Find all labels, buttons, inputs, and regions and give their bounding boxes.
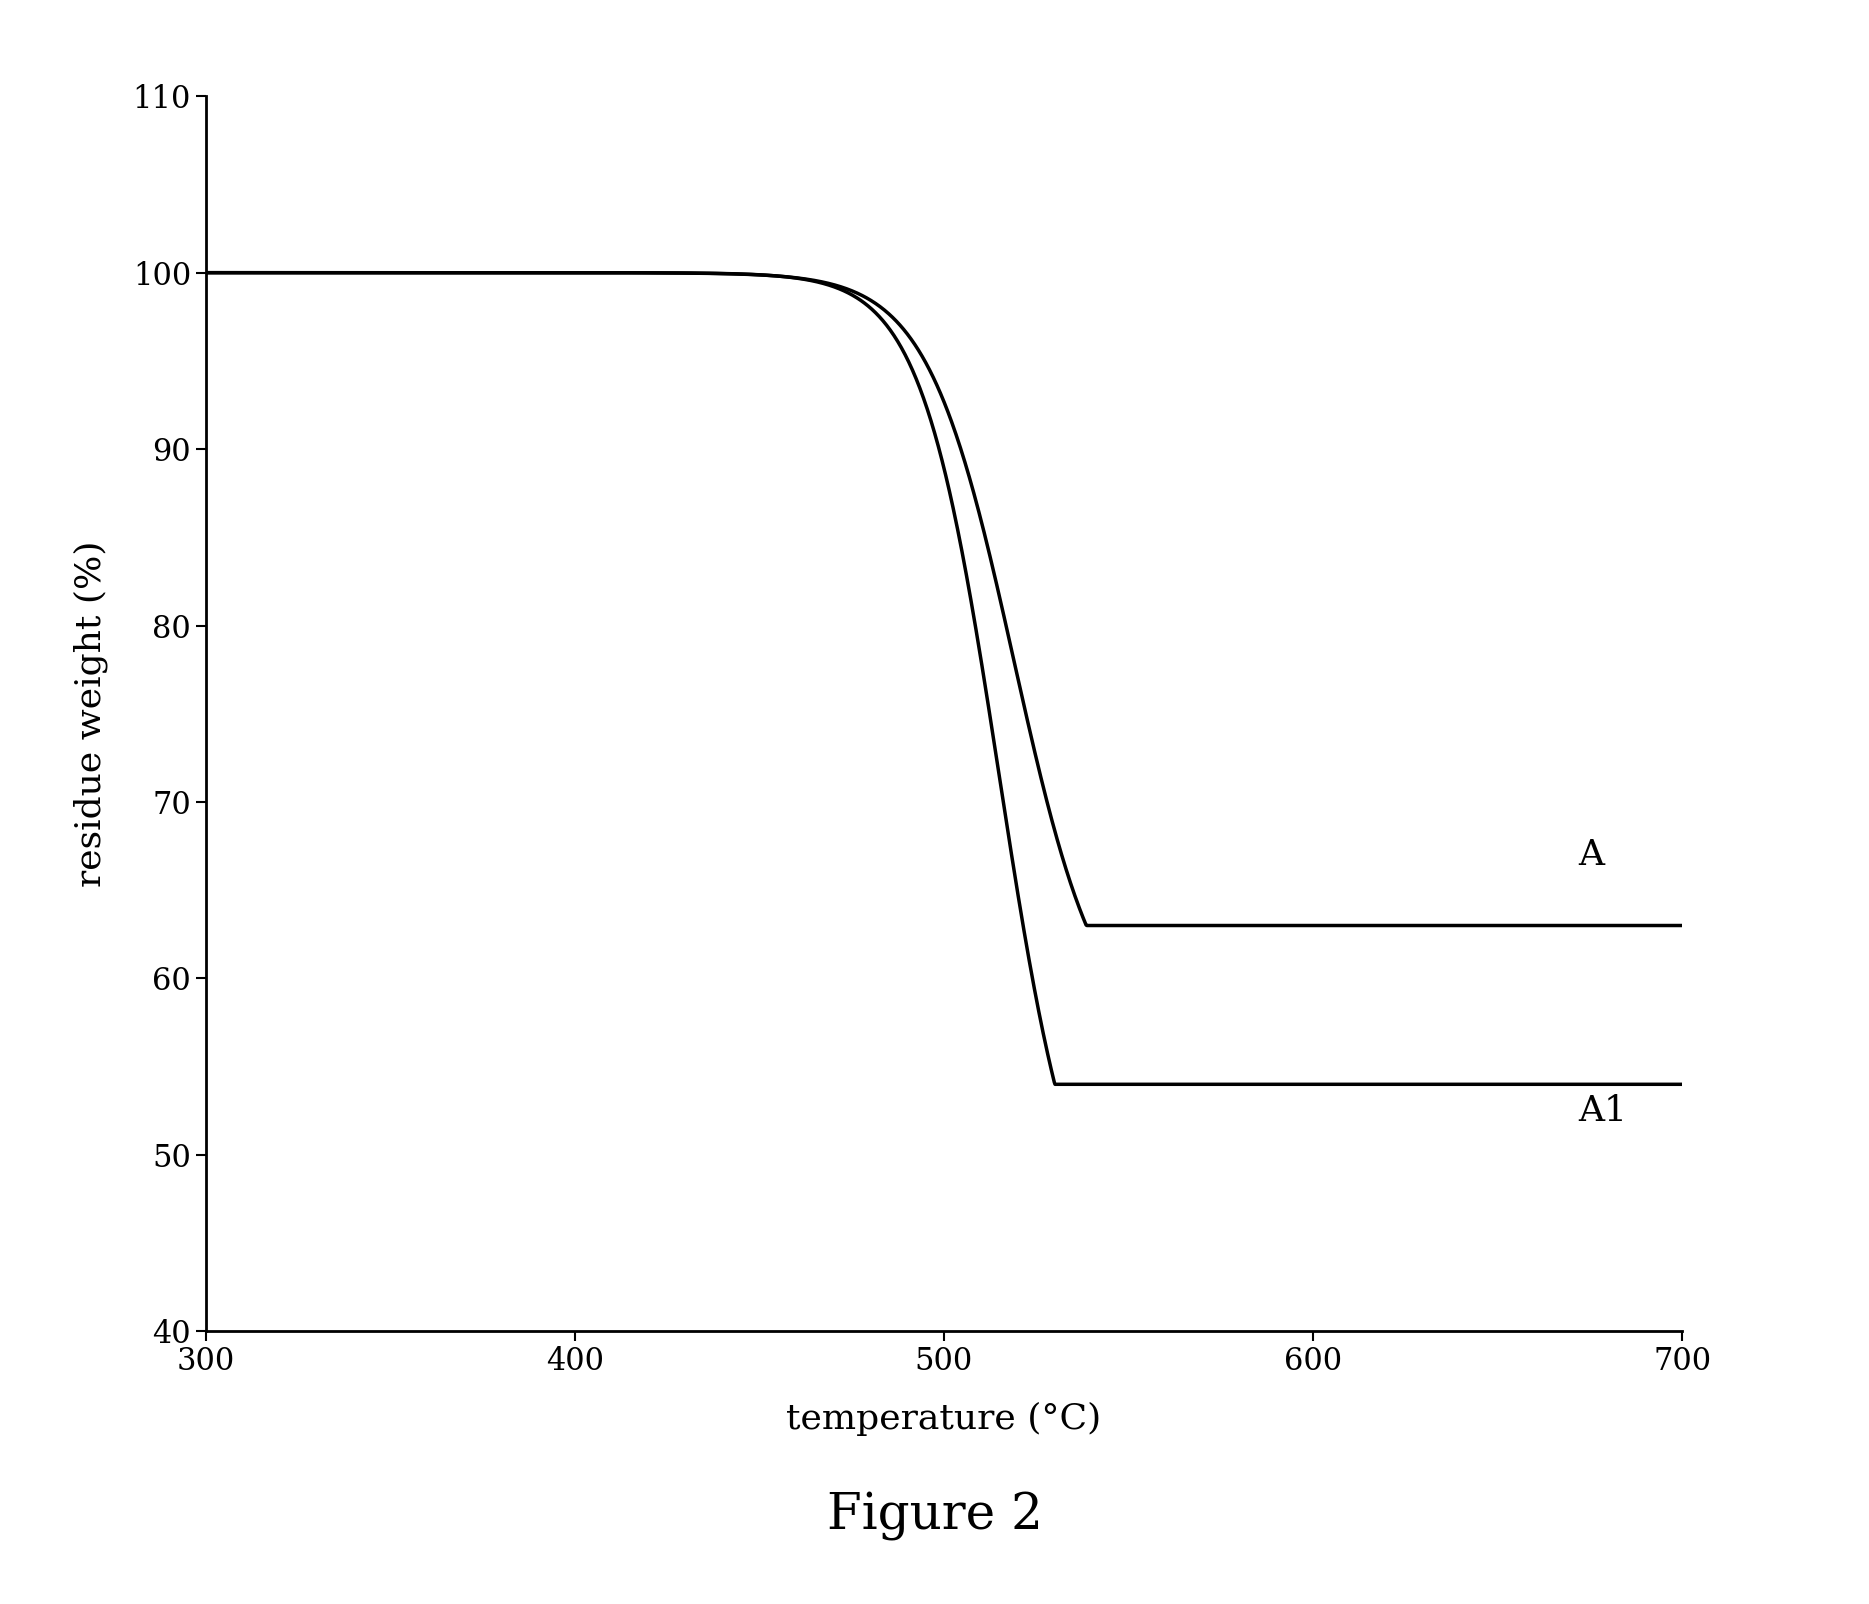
Text: A: A xyxy=(1579,837,1605,873)
Text: Figure 2: Figure 2 xyxy=(826,1492,1043,1540)
Text: A1: A1 xyxy=(1579,1094,1628,1128)
Y-axis label: residue weight (%): residue weight (%) xyxy=(73,541,108,887)
X-axis label: temperature (°C): temperature (°C) xyxy=(787,1402,1101,1436)
